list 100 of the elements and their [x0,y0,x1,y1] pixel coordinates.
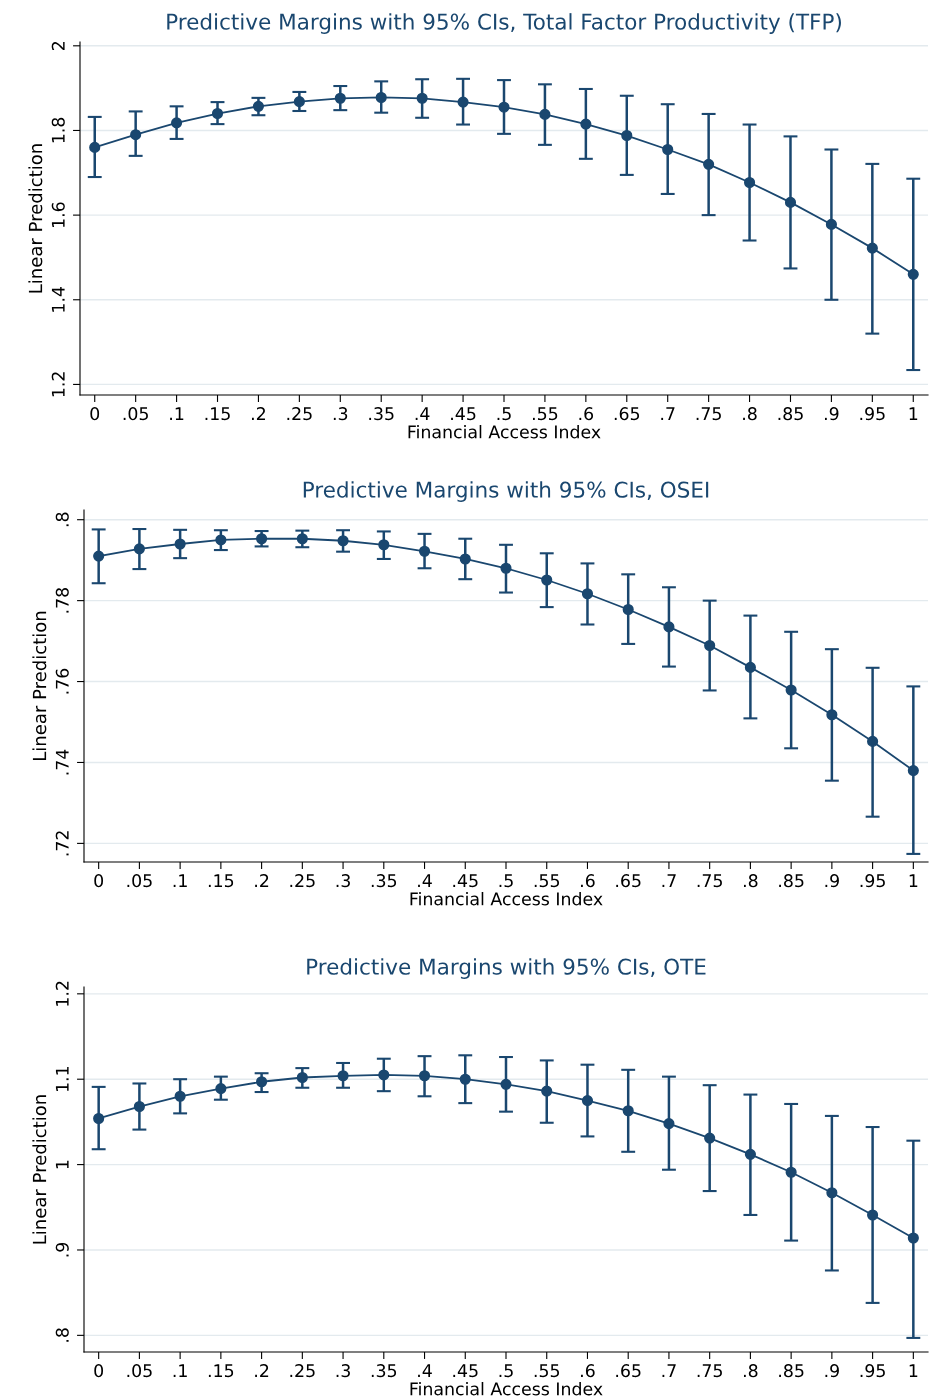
x-tick-label: .35 [371,874,397,888]
point [215,1083,227,1095]
x-tick-label: .45 [451,407,476,421]
x-tick-label: .05 [127,1364,152,1378]
x-tick-label: .25 [290,874,315,888]
point [581,588,594,600]
x-tick-label: .2 [255,1364,269,1377]
point [459,553,471,565]
x-tick-label: .8 [743,874,758,888]
point [378,1069,390,1081]
point [826,709,838,721]
y-axis-title: Linear Prediction [32,611,47,760]
x-tick-label: .4 [418,1364,432,1377]
point [459,1073,471,1085]
x-tick-label: 1 [909,1364,918,1377]
x-tick-label: 0 [94,874,104,888]
point [296,1071,308,1084]
x-tick-label: .75 [697,1364,722,1378]
x-axis-title: Financial Access Index [410,1382,603,1396]
point [256,533,268,545]
y-tick-label: .76 [55,668,69,694]
x-tick-label: .3 [333,407,348,421]
x-tick-label: .7 [662,874,676,887]
x-tick-label: .4 [415,407,430,420]
y-tick-label: .8 [55,512,69,527]
y-tick-label: .8 [55,1328,69,1342]
point [785,1166,797,1178]
y-tick-label: .74 [55,749,69,775]
x-tick-label: .7 [662,1364,676,1377]
y-tick-label: 1.2 [51,372,65,397]
point [744,1148,756,1160]
point [174,538,186,550]
point [825,218,837,230]
y-tick-label: .9 [55,1242,69,1257]
point [334,92,346,104]
point [907,268,919,280]
point [867,1209,879,1221]
x-tick-label: .9 [825,1364,839,1378]
point [621,129,633,142]
x-axis-title: Financial Access Index [410,892,603,906]
point [663,621,675,633]
x-tick-label: .75 [697,874,722,888]
point [252,100,264,112]
point [171,117,183,129]
x-tick-label: .6 [581,1364,595,1378]
y-tick-label: 1.2 [55,981,69,1006]
x-tick-label: .9 [825,874,839,888]
point [93,1112,105,1125]
point [541,1085,553,1097]
x-tick-label: .75 [696,407,721,421]
point [703,158,715,170]
x-tick-label: .5 [499,1364,513,1378]
x-tick-label: .8 [743,407,757,421]
x-tick-label: .2 [255,874,269,887]
point [93,550,105,562]
point [418,1070,431,1082]
point [215,534,227,546]
x-tick-label: .5 [499,874,513,888]
point [907,1232,919,1244]
point [663,1118,675,1130]
x-tick-label: .45 [453,874,478,888]
x-tick-label: .55 [534,1364,560,1378]
x-tick-label: 1 [909,874,918,887]
point [378,539,390,551]
x-tick-label: .95 [860,1364,885,1378]
point [704,1132,716,1144]
x-tick-label: .95 [860,407,885,421]
x-tick-label: .6 [579,407,594,421]
x-tick-label: .9 [824,407,839,421]
x-tick-label: 0 [94,1364,104,1378]
point [211,107,224,120]
point [416,92,428,104]
point [867,735,879,747]
x-tick-label: .95 [860,874,885,888]
point [907,765,919,777]
x-tick-label: .1 [173,1364,187,1377]
point [174,1090,186,1102]
point [866,242,878,254]
x-tick-label: .05 [123,407,148,421]
x-tick-label: .35 [371,1364,397,1378]
point [622,1105,634,1117]
x-tick-label: .1 [170,407,184,420]
x-tick-label: .7 [661,407,675,420]
point [498,101,510,113]
x-tick-label: .6 [581,874,595,888]
x-tick-label: .4 [418,874,432,887]
point [337,1070,349,1082]
x-tick-label: .05 [127,874,152,888]
point [784,196,797,208]
x-tick-label: .3 [336,1364,350,1378]
x-tick-label: .5 [497,407,511,421]
x-tick-label: .25 [287,407,312,421]
point [256,1076,268,1088]
point [337,535,349,547]
x-tick-label: .25 [290,1364,315,1378]
y-axis-title: Linear Prediction [28,144,43,293]
x-axis-title: Financial Access Index [408,425,601,439]
x-tick-label: .15 [205,407,230,421]
x-tick-label: .85 [778,407,803,421]
chart-title: Predictive Margins with 95% CIs, OSEI [303,481,709,502]
